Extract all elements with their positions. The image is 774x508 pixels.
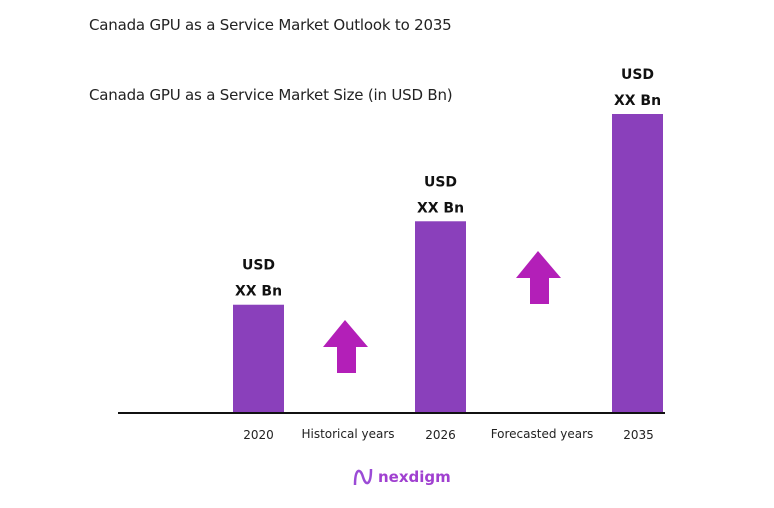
bar-2026 xyxy=(415,221,466,412)
growth-arrow-icon xyxy=(323,320,368,373)
x-tick-label: 2026 xyxy=(425,428,456,442)
data-label: USD xyxy=(424,174,457,190)
data-label: XX Bn xyxy=(235,284,282,300)
data-label: USD xyxy=(242,258,275,274)
logo-text: nexdigm xyxy=(378,468,451,486)
data-label: XX Bn xyxy=(417,200,464,216)
period-label-forecasted: Forecasted years xyxy=(491,427,594,441)
bar-2035 xyxy=(612,114,663,412)
data-label: USD xyxy=(621,67,654,83)
chart-title: Canada GPU as a Service Market Size (in … xyxy=(89,86,453,104)
growth-arrow-icon xyxy=(516,251,561,304)
nexdigm-logo: nexdigm xyxy=(352,465,451,489)
period-label-historical: Historical years xyxy=(301,427,394,441)
x-tick-label: 2035 xyxy=(623,428,654,442)
bar-2020 xyxy=(233,304,284,412)
page-title: Canada GPU as a Service Market Outlook t… xyxy=(89,16,452,34)
x-tick-label: 2020 xyxy=(243,428,274,442)
data-label: XX Bn xyxy=(614,93,661,109)
nexdigm-logo-icon xyxy=(353,468,373,486)
